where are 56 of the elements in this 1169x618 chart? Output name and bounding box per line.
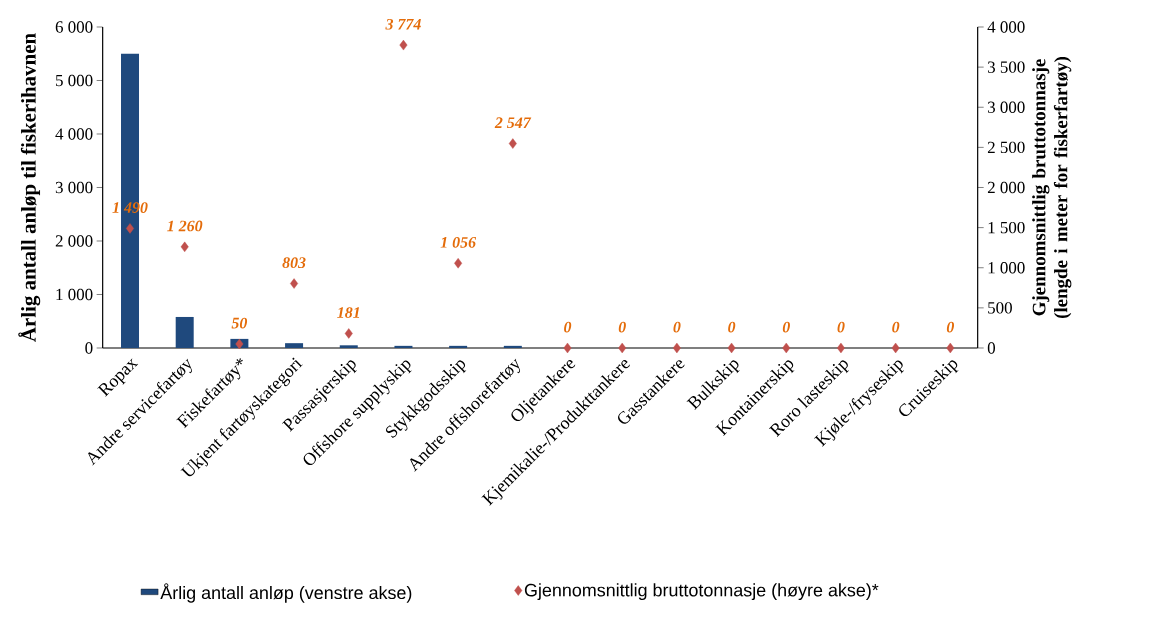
point <box>563 342 572 354</box>
y2-tick-label: 4 000 <box>987 21 1025 33</box>
point <box>891 342 900 354</box>
point <box>454 258 463 269</box>
data-label: 1 260 <box>167 220 203 232</box>
point <box>399 39 408 51</box>
bar <box>394 345 413 348</box>
y2-tick-label: 2 500 <box>987 141 1025 154</box>
y-tick-label: 6 000 <box>55 21 93 33</box>
y-tick-label: 4 000 <box>55 128 93 140</box>
data-label: 803 <box>282 257 306 269</box>
y-tick-label: 3 000 <box>55 181 93 194</box>
data-label: 0 <box>837 321 845 333</box>
data-label: 0 <box>618 321 626 333</box>
y2-tick-label: 0 <box>987 342 996 354</box>
y-tick-label: 5 000 <box>56 74 93 87</box>
point <box>946 342 955 354</box>
bar <box>339 345 358 348</box>
point <box>126 223 134 234</box>
data-label: 0 <box>728 321 736 333</box>
data-label: 0 <box>564 321 572 333</box>
point <box>618 342 627 354</box>
data-label: 3 774 <box>385 18 421 30</box>
data-label: 0 <box>892 321 900 333</box>
data-label: 2 547 <box>494 117 532 129</box>
legend-label: Gjennomsnittlig bruttotonnasje (høyre akse)* <box>524 583 879 600</box>
data-label: 0 <box>782 321 790 333</box>
y2-axis-title: Gjennomsnittlig bruttotonnasje (lengde i meter for fiskerfartøy) <box>1032 56 1072 319</box>
point <box>235 338 244 350</box>
bar <box>175 316 194 348</box>
y2-tick-label: 1 500 <box>988 221 1025 234</box>
y2-tick-label: 500 <box>988 302 1012 314</box>
data-label: 50 <box>231 317 248 329</box>
data-label: 0 <box>946 321 955 333</box>
point <box>727 342 736 354</box>
y-axis-title: Årlig antall anløp til fiskerihavnen <box>18 33 41 342</box>
point <box>508 138 517 149</box>
bar <box>285 343 304 348</box>
point <box>672 342 681 354</box>
legend-label: Årlig antall anløp (venstre akse) <box>160 583 412 603</box>
y-tick-label: 2 000 <box>55 235 93 247</box>
bar <box>503 345 522 348</box>
y2-tick-label: 3 500 <box>988 61 1025 73</box>
y2-tick-label: 1 000 <box>988 262 1025 274</box>
data-label: 181 <box>337 307 360 318</box>
y-tick-label: 1 000 <box>56 288 93 301</box>
point <box>344 328 353 339</box>
point <box>782 342 791 354</box>
y-tick-label: 0 <box>85 342 93 354</box>
y2-tick-label: 3 000 <box>988 101 1025 113</box>
point <box>290 278 299 289</box>
data-label: 1 056 <box>440 236 477 248</box>
point <box>180 241 189 253</box>
data-label: 0 <box>673 321 681 333</box>
y2-tick-label: 2 000 <box>987 181 1025 194</box>
bar <box>449 345 468 348</box>
